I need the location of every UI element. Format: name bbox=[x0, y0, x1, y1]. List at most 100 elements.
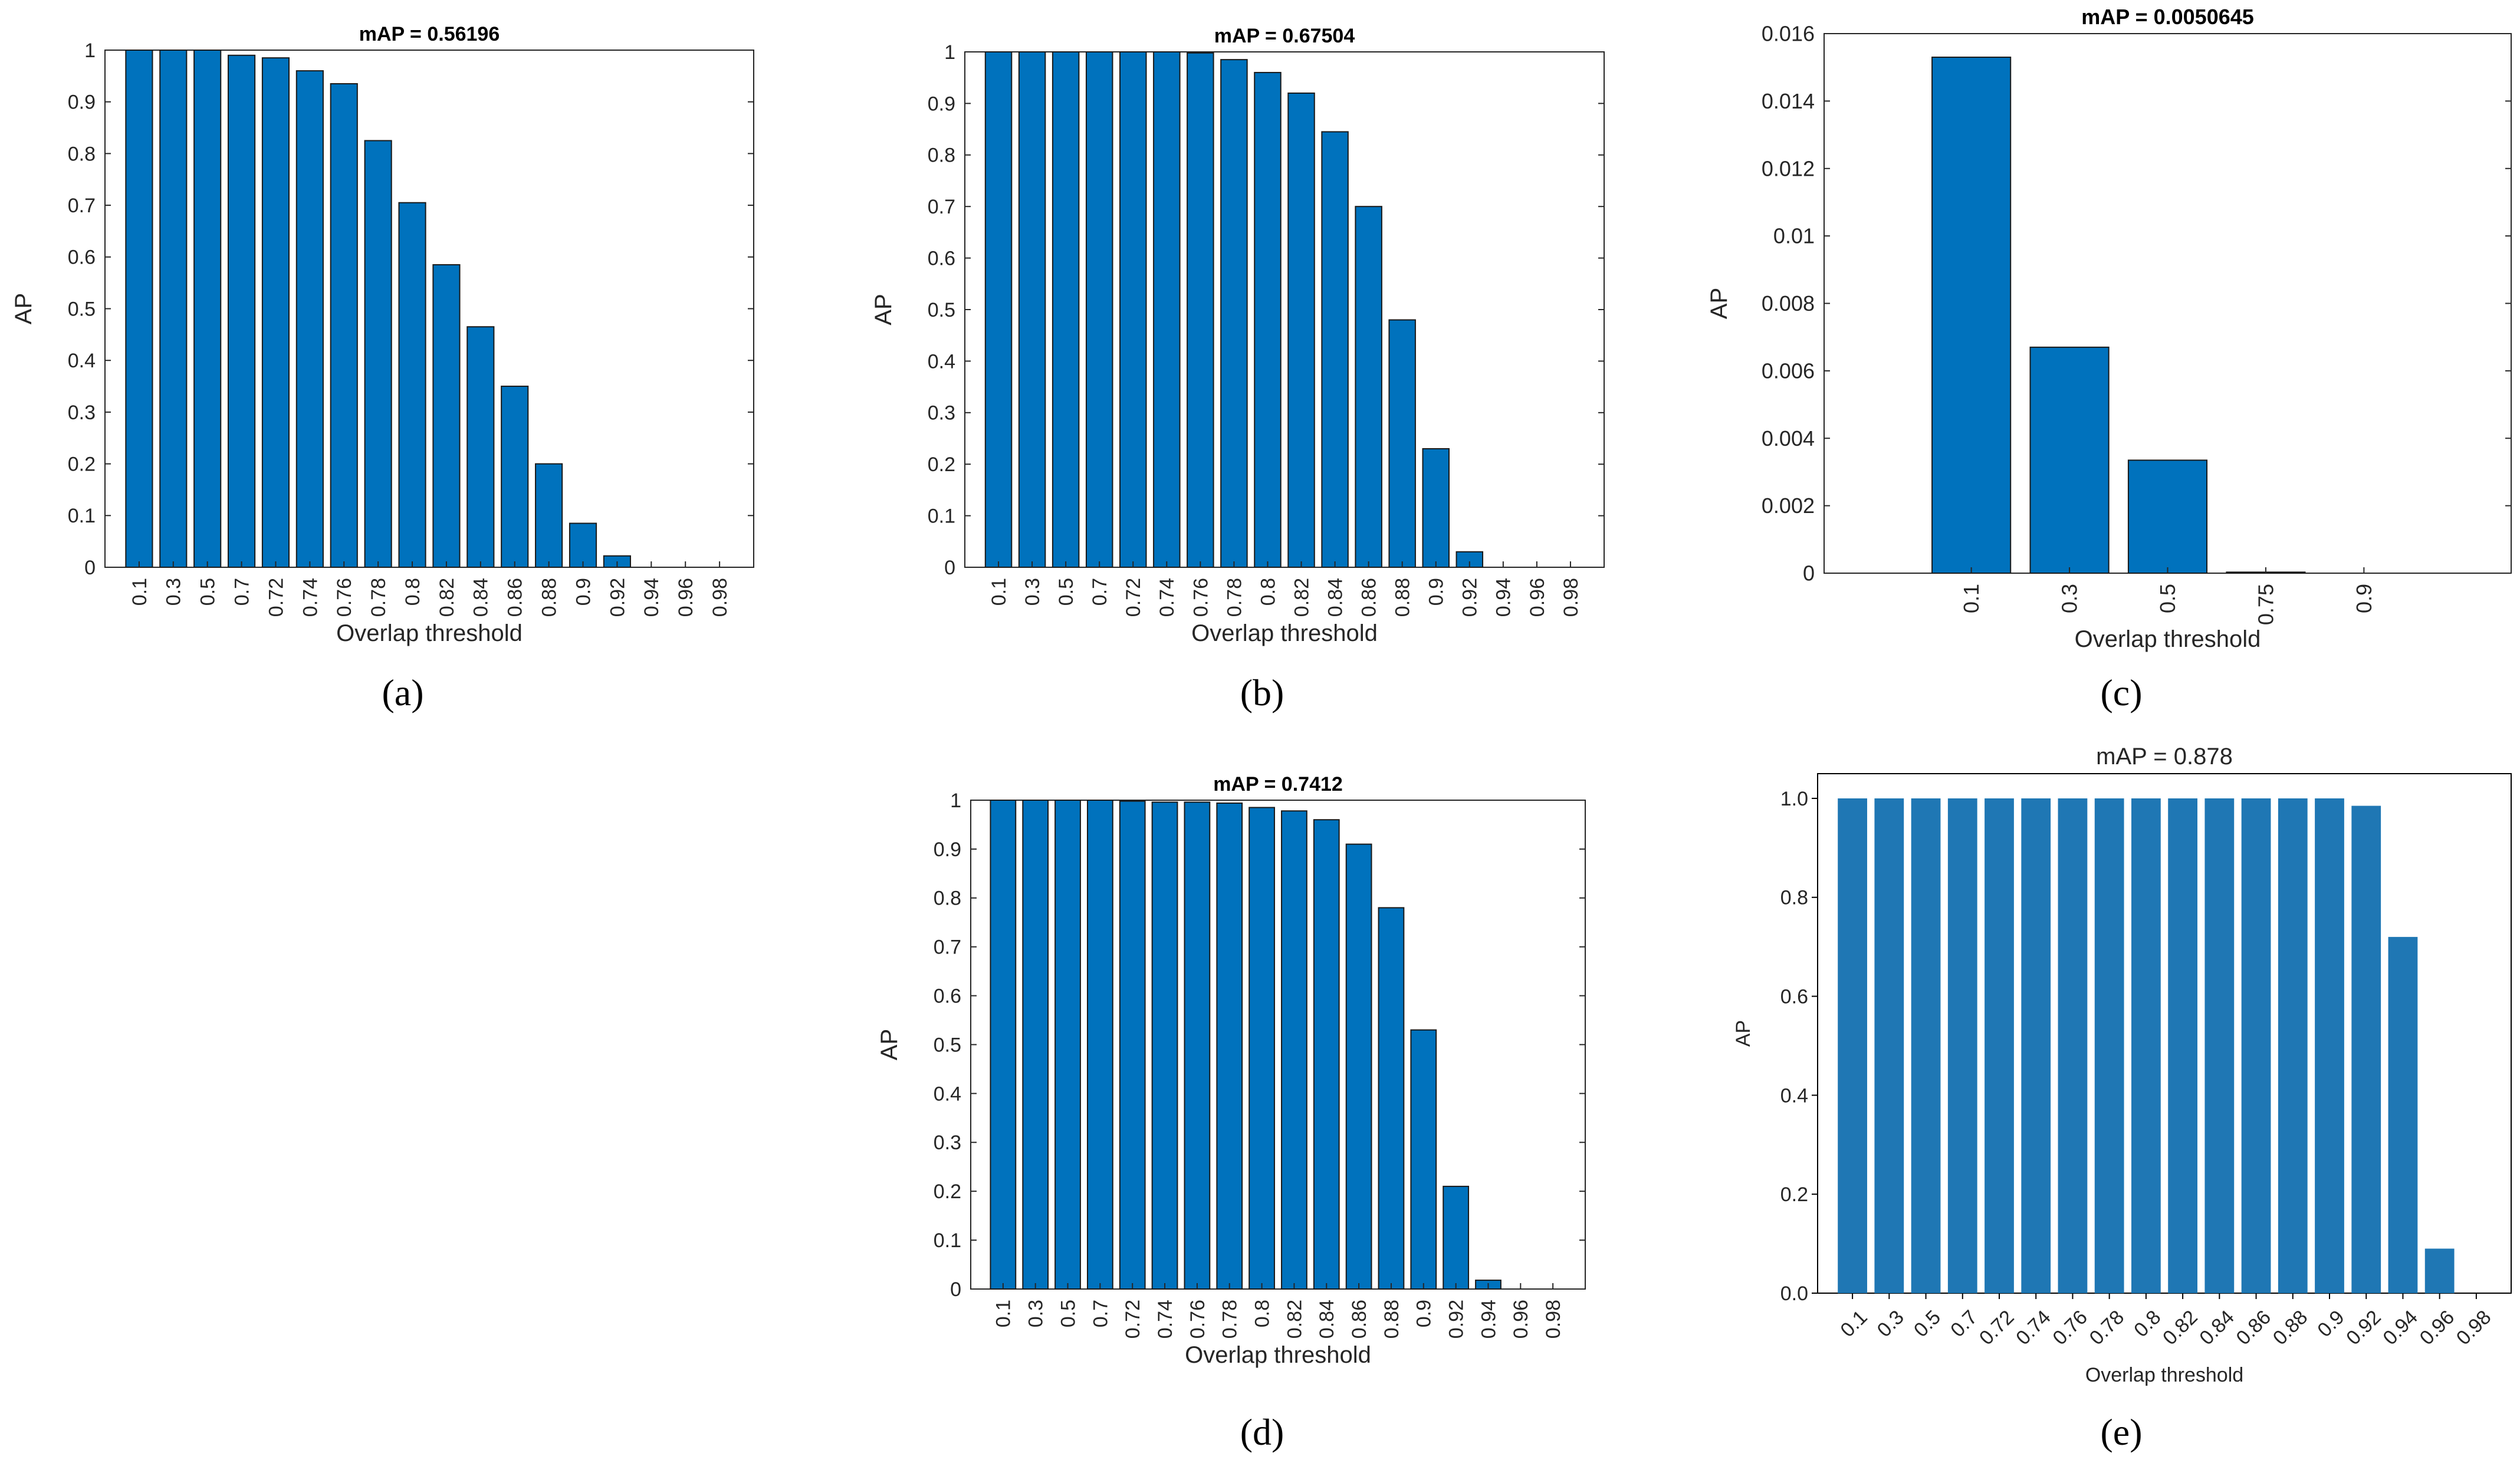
ytick-label-c: 0.012 bbox=[1762, 156, 1815, 180]
ytick-label-d: 0.9 bbox=[934, 839, 961, 861]
xtick-label-b: 0.74 bbox=[1156, 578, 1178, 617]
ytick-label-a: 1 bbox=[84, 40, 96, 62]
bar-d-0.86 bbox=[1345, 843, 1372, 1290]
xtick-label-e: 0.92 bbox=[2342, 1306, 2386, 1350]
xtick-label-d: 0.88 bbox=[1381, 1300, 1403, 1339]
bar-b-0.76 bbox=[1187, 52, 1214, 568]
xtick-label-b: 0.5 bbox=[1055, 578, 1077, 606]
chart-title-d: mAP = 0.7412 bbox=[1213, 773, 1343, 795]
ytick-label-c: 0.01 bbox=[1773, 224, 1815, 248]
ytick-label-b: 0.4 bbox=[928, 350, 955, 373]
xtick-label-e: 0.9 bbox=[2313, 1306, 2348, 1342]
xtick-label-d: 0.72 bbox=[1122, 1300, 1144, 1339]
ytick-label-b: 0.3 bbox=[928, 402, 955, 425]
chart-title-e: mAP = 0.878 bbox=[2096, 744, 2233, 770]
xtick-label-b: 0.84 bbox=[1324, 578, 1346, 617]
xtick-label-a: 0.9 bbox=[572, 578, 594, 606]
ytick-label-a: 0.5 bbox=[68, 298, 96, 320]
xtick-label-b: 0.7 bbox=[1089, 578, 1111, 606]
bar-d-0.8 bbox=[1248, 807, 1275, 1290]
xtick-label-e: 0.76 bbox=[2048, 1306, 2092, 1350]
xtick-label-d: 0.96 bbox=[1510, 1300, 1532, 1339]
xtick-label-a: 0.88 bbox=[538, 578, 561, 617]
x-axis-label-c: Overlap threshold bbox=[2075, 626, 2261, 652]
xtick-label-d: 0.82 bbox=[1283, 1300, 1306, 1339]
bar-d-0.92 bbox=[1443, 1185, 1470, 1290]
xtick-label-a: 0.5 bbox=[197, 578, 219, 606]
ytick-label-e: 1.0 bbox=[1780, 788, 1808, 810]
bar-c-0.3 bbox=[2029, 346, 2110, 574]
ytick-label-a: 0.2 bbox=[68, 453, 96, 476]
bar-b-0.72 bbox=[1119, 51, 1147, 568]
bar-b-0.8 bbox=[1254, 71, 1282, 568]
ytick-label-b: 0.1 bbox=[928, 505, 955, 528]
bar-d-0.88 bbox=[1378, 907, 1405, 1290]
bar-e-0.74 bbox=[2021, 798, 2051, 1293]
bar-c-0.5 bbox=[2127, 459, 2208, 574]
bar-d-0.78 bbox=[1216, 802, 1243, 1290]
xtick-label-b: 0.92 bbox=[1459, 578, 1481, 617]
bar-d-0.72 bbox=[1119, 800, 1146, 1290]
xtick-label-b: 0.78 bbox=[1223, 578, 1246, 617]
chart-d: 0 0.1 0.2 0.3 0.4 0.5 0.6 0.7 0.8 0.9 1 0.1 0.3 0.5 0.… bbox=[876, 773, 1586, 1368]
xtick-label-e: 0.74 bbox=[2012, 1306, 2055, 1350]
bar-d-0.9 bbox=[1410, 1029, 1437, 1290]
bar-d-0.3 bbox=[1022, 800, 1049, 1290]
bar-e-0.72 bbox=[1985, 798, 2014, 1293]
bar-a-0.1 bbox=[125, 50, 153, 568]
bar-a-0.5 bbox=[193, 50, 222, 568]
xtick-label-b: 0.72 bbox=[1122, 578, 1145, 617]
xtick-label-d: 0.84 bbox=[1316, 1300, 1338, 1339]
xtick-label-e: 0.5 bbox=[1910, 1306, 1945, 1342]
bar-b-0.5 bbox=[1052, 51, 1080, 568]
ytick-label-c: 0.004 bbox=[1762, 426, 1815, 451]
ytick-label-b: 1 bbox=[944, 41, 955, 64]
y-axis-label-b: AP bbox=[870, 294, 896, 325]
xtick-label-c: 0.9 bbox=[2352, 584, 2376, 613]
bar-e-0.8 bbox=[2131, 798, 2161, 1293]
ytick-label-a: 0.4 bbox=[68, 350, 96, 372]
xtick-label-d: 0.98 bbox=[1542, 1300, 1565, 1339]
xtick-label-d: 0.86 bbox=[1348, 1300, 1371, 1339]
ytick-label-c: 0.016 bbox=[1762, 22, 1815, 46]
bar-a-0.84 bbox=[466, 326, 495, 568]
bar-e-0.92 bbox=[2351, 805, 2381, 1293]
xtick-label-c: 0.5 bbox=[2156, 584, 2180, 613]
bar-e-0.84 bbox=[2204, 798, 2235, 1293]
xtick-label-a: 0.78 bbox=[367, 578, 390, 617]
bar-a-0.8 bbox=[398, 202, 426, 568]
bar-a-0.72 bbox=[261, 57, 290, 568]
ytick-label-e: 0.0 bbox=[1780, 1283, 1808, 1305]
xtick-label-c: 0.1 bbox=[1959, 584, 1983, 613]
bar-e-0.96 bbox=[2424, 1248, 2455, 1293]
ytick-label-c: 0.002 bbox=[1762, 494, 1815, 518]
bar-a-0.88 bbox=[535, 463, 563, 568]
xtick-label-d: 0.78 bbox=[1219, 1300, 1241, 1339]
xtick-label-d: 0.3 bbox=[1025, 1300, 1047, 1327]
ytick-label-d: 0.6 bbox=[934, 985, 961, 1008]
ytick-label-e: 0.4 bbox=[1780, 1084, 1808, 1107]
bar-e-0.78 bbox=[2094, 798, 2124, 1293]
xtick-label-b: 0.3 bbox=[1021, 578, 1044, 606]
xtick-label-a: 0.94 bbox=[640, 578, 663, 617]
bar-b-0.86 bbox=[1355, 206, 1382, 568]
xtick-label-e: 0.78 bbox=[2085, 1306, 2129, 1350]
bar-b-0.88 bbox=[1388, 319, 1416, 568]
xtick-label-e: 0.88 bbox=[2269, 1306, 2312, 1350]
bar-a-0.74 bbox=[295, 70, 324, 568]
bar-a-0.7 bbox=[228, 54, 256, 568]
xtick-label-b: 0.1 bbox=[988, 578, 1010, 606]
y-axis-label-d: AP bbox=[876, 1029, 902, 1060]
xtick-label-e: 0.1 bbox=[1836, 1306, 1871, 1342]
bar-a-0.86 bbox=[501, 386, 529, 568]
xtick-label-a: 0.7 bbox=[231, 578, 253, 606]
x-axis-label-e: Overlap threshold bbox=[2085, 1364, 2243, 1386]
bar-a-0.3 bbox=[159, 50, 188, 568]
bar-b-0.78 bbox=[1220, 59, 1248, 568]
chart-b: 0 0.1 0.2 0.3 0.4 0.5 0.6 0.7 0.8 0.9 1 0.1 0.3 0.5 0.… bbox=[870, 25, 1605, 646]
ytick-label-d: 0.4 bbox=[934, 1083, 961, 1105]
chart-title-c: mAP = 0.0050645 bbox=[2081, 5, 2254, 29]
ytick-label-d: 0.7 bbox=[934, 936, 961, 959]
xtick-label-c: 0.3 bbox=[2058, 584, 2082, 613]
caption-e: (e) bbox=[2100, 1411, 2142, 1453]
